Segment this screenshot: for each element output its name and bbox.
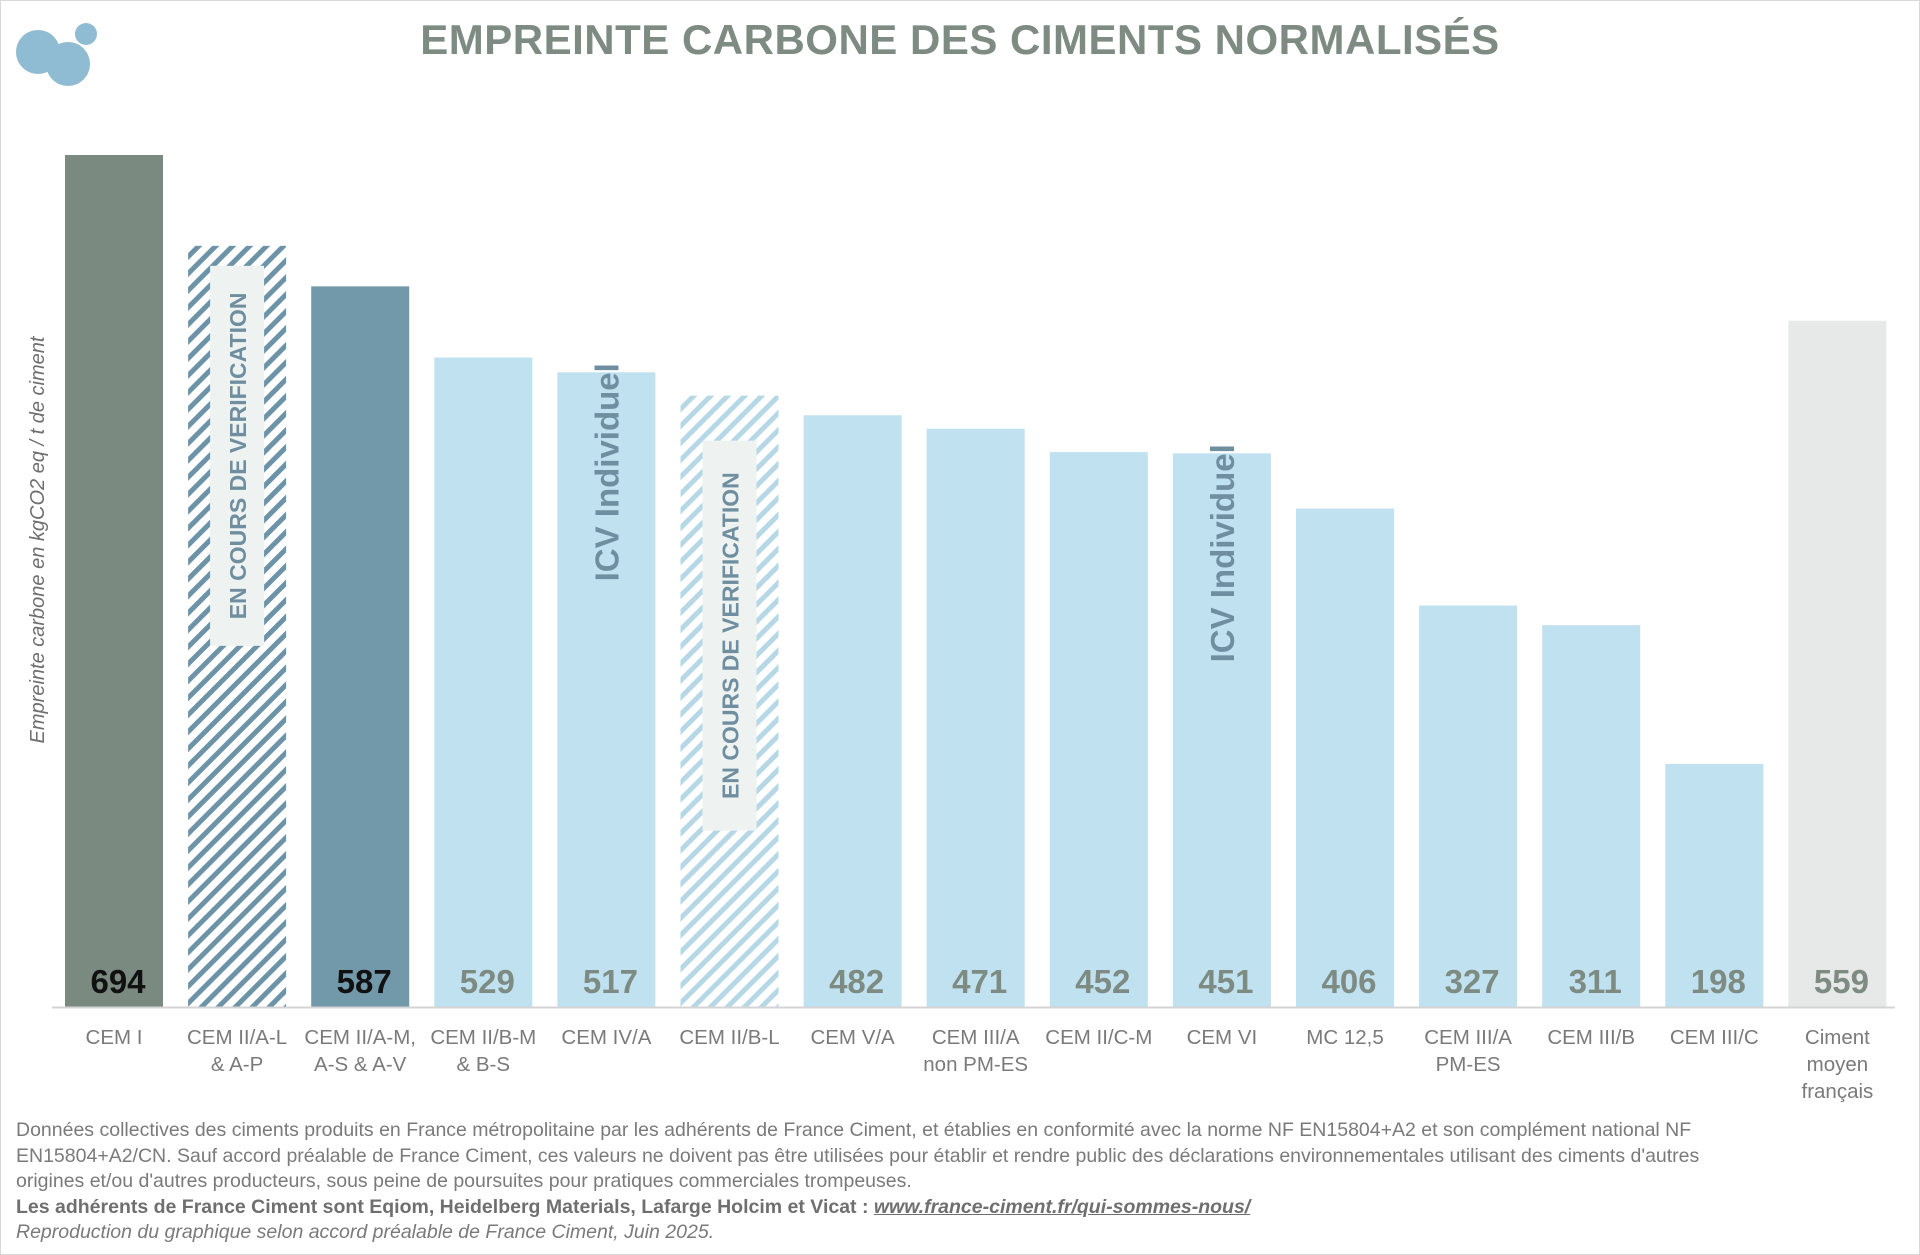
- bar-cem-iv-a: [557, 372, 656, 1007]
- value-label-cem-i: 694: [90, 963, 146, 1000]
- bar-cem-iii-b: [1542, 625, 1641, 1007]
- bar-cem-ii-c-m: [1049, 452, 1148, 1007]
- value-label-cem-ii-b-m-b-s: 529: [460, 963, 515, 1000]
- y-axis-label: Empreinte carbone en kgCO2 eq / t de cim…: [27, 335, 49, 743]
- category-label-cem-iii-a-non-pm-es: CEM III/A non PM-ES: [923, 1026, 1028, 1076]
- france-ciment-logo: [16, 23, 97, 86]
- bar-cem-vi: [1172, 453, 1271, 1007]
- value-label-cem-iii-c: 198: [1691, 963, 1746, 1000]
- bar-cem-ii-a-m-a-s-a-v: [311, 286, 410, 1007]
- overlay-box-cem-ii-b-l: [702, 440, 757, 831]
- overlay-label-cem-vi: ICV Individuel: [1204, 444, 1241, 662]
- bar-cem-i: [65, 155, 163, 1007]
- category-label-cem-ii-a-l-a-p: CEM II/A-L & A-P: [187, 1026, 287, 1076]
- category-label-cem-ii-b-l: CEM II/B-L: [679, 1026, 779, 1049]
- chart-title: EMPREINTE CARBONE DES CIMENTS NORMALISÉS: [420, 16, 1500, 63]
- category-label-cem-ii-b-m-b-s: CEM II/B-M & B-S: [430, 1026, 536, 1076]
- category-label-cem-ii-a-m-a-s-a-v: CEM II/A-M, A-S & A-V: [304, 1026, 416, 1076]
- overlay-label-cem-ii-a-l-a-p: EN COURS DE VERIFICATION: [225, 292, 251, 619]
- overlay-label-cem-ii-b-l: EN COURS DE VERIFICATION: [718, 472, 744, 799]
- category-label-cem-v-a: CEM V/A: [810, 1026, 895, 1049]
- value-label-cem-v-a: 482: [829, 963, 884, 1000]
- overlay-label-cem-iv-a: ICV Individuel: [588, 363, 625, 581]
- category-label-mc-12-5: MC 12,5: [1306, 1026, 1383, 1049]
- footer-members-text: Les adhérents de France Ciment sont Eqio…: [16, 1195, 874, 1218]
- bar-cem-ii-b-m-b-s: [434, 357, 533, 1008]
- footer-note: Données collectives des ciments produits…: [16, 1119, 1700, 1192]
- value-label-mc-12-5: 406: [1321, 963, 1376, 1000]
- footer-members: Les adhérents de France Ciment sont Eqio…: [16, 1195, 1716, 1221]
- value-label-cem-iii-a-non-pm-es: 471: [952, 963, 1007, 1000]
- value-label-cem-iii-b: 311: [1569, 963, 1622, 1000]
- value-label-cem-ii-a-m-a-s-a-v: 587: [337, 963, 392, 1000]
- footer-link[interactable]: www.france-ciment.fr/qui-sommes-nous/: [873, 1195, 1251, 1218]
- bar-mc-12-5: [1296, 508, 1394, 1007]
- category-label-cem-iii-a-pm-es: CEM III/A PM-ES: [1424, 1026, 1512, 1076]
- category-label-cem-iii-b: CEM III/B: [1547, 1026, 1635, 1049]
- category-label-cem-i: CEM I: [86, 1026, 143, 1049]
- category-label-cem-iv-a: CEM IV/A: [561, 1026, 651, 1049]
- value-label-ciment-moyen-fran-ais: 559: [1814, 963, 1869, 1000]
- footer-reproduction: Reproduction du graphique selon accord p…: [16, 1221, 715, 1243]
- value-label-cem-ii-c-m: 452: [1075, 963, 1130, 1000]
- overlay-box-cem-ii-a-l-a-p: [210, 265, 265, 646]
- category-label-cem-ii-c-m: CEM II/C-M: [1045, 1026, 1152, 1049]
- footer: Données collectives des ciments produits…: [16, 1118, 1716, 1246]
- category-label-cem-iii-c: CEM III/C: [1670, 1026, 1759, 1049]
- category-label-ciment-moyen-fran-ais: Ciment moyen français: [1802, 1026, 1874, 1103]
- bar-ciment-moyen-fran-ais: [1788, 320, 1887, 1007]
- value-label-cem-iii-a-pm-es: 327: [1445, 963, 1500, 1000]
- value-label-cem-vi: 451: [1198, 963, 1253, 1000]
- bar-cem-iii-a-pm-es: [1419, 605, 1518, 1007]
- bar-chart: Empreinte carbone en kgCO2 eq / t de cim…: [27, 155, 1895, 1103]
- value-label-cem-iv-a: 517: [583, 963, 638, 1000]
- bar-cem-v-a: [803, 415, 902, 1007]
- category-label-cem-vi: CEM VI: [1187, 1026, 1258, 1049]
- bar-cem-iii-a-non-pm-es: [926, 428, 1025, 1008]
- bar-cem-iii-c: [1665, 763, 1764, 1007]
